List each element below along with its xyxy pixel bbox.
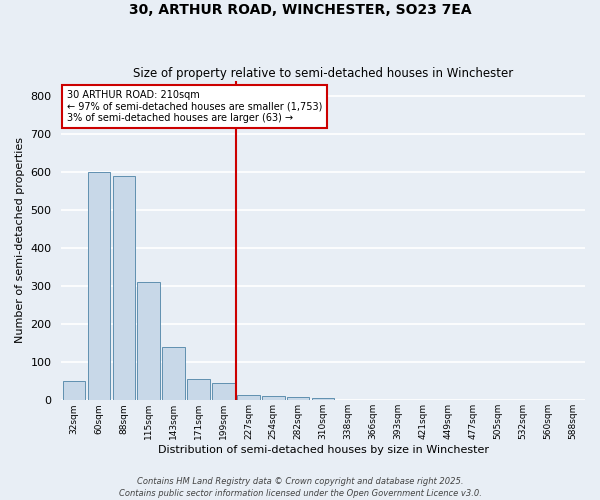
Bar (187, 380, 210, 400)
Text: 30 ARTHUR ROAD: 210sqm
← 97% of semi-detached houses are smaller (1,753)
3% of s: 30 ARTHUR ROAD: 210sqm ← 97% of semi-det… (67, 90, 322, 124)
Bar (262, 396, 284, 400)
Bar (137, 282, 160, 401)
Text: Contains HM Land Registry data © Crown copyright and database right 2025.
Contai: Contains HM Land Registry data © Crown c… (119, 476, 481, 498)
Bar (312, 398, 334, 400)
Bar (62, 382, 85, 400)
Bar (88, 172, 110, 400)
Title: Size of property relative to semi-detached houses in Winchester: Size of property relative to semi-detach… (133, 66, 514, 80)
X-axis label: Distribution of semi-detached houses by size in Winchester: Distribution of semi-detached houses by … (158, 445, 489, 455)
Y-axis label: Number of semi-detached properties: Number of semi-detached properties (15, 138, 25, 344)
Bar (287, 397, 310, 400)
Text: 30, ARTHUR ROAD, WINCHESTER, SO23 7EA: 30, ARTHUR ROAD, WINCHESTER, SO23 7EA (128, 2, 472, 16)
Bar (163, 347, 185, 401)
Bar (237, 394, 260, 400)
Bar (212, 383, 235, 400)
Bar (113, 176, 135, 400)
